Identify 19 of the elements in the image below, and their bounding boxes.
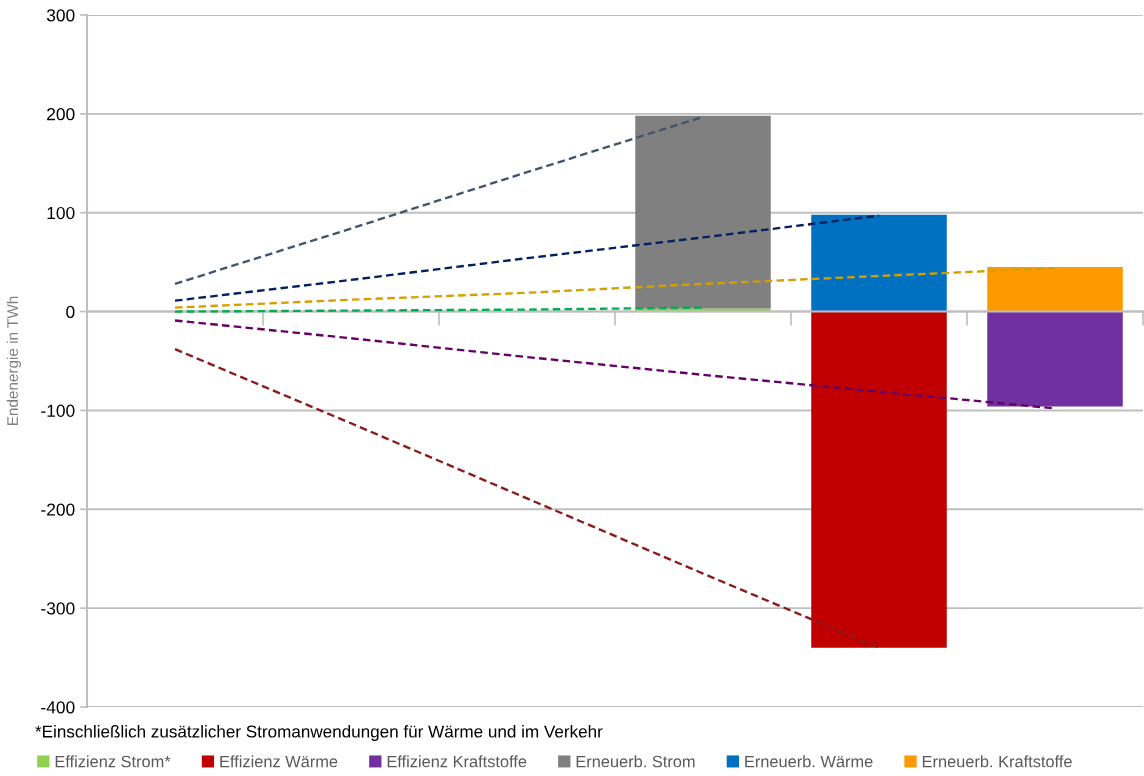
y-tick-label: 300 — [46, 9, 75, 22]
line-series — [173, 214, 881, 302]
legend-label: Effizienz Wärme — [220, 755, 338, 768]
y-tick-label: -100 — [41, 404, 75, 417]
y-tick-label: -200 — [41, 503, 75, 516]
legend-label: Erneuerb. Strom — [576, 755, 695, 768]
y-tick-label: 200 — [47, 108, 75, 121]
legend-label: Erneuerb. Wärme — [745, 755, 873, 768]
legend-label: Effizienz Kraftstoffe — [387, 755, 527, 768]
y-tick-label: -400 — [41, 701, 75, 714]
y-tick-label: -300 — [41, 602, 75, 615]
text: *Einschließlich zusätzlicher Stromanwendungen für Wärme und im Verkehr — [35, 725, 603, 741]
y-tick-label: 100 — [47, 206, 75, 220]
y-axis-title: Endenergie in TWh — [6, 296, 22, 425]
y-tick-label: 0 — [66, 305, 75, 319]
line-series — [173, 266, 1057, 309]
legend-label: Effizienz Strom* — [55, 755, 171, 768]
line-series — [173, 347, 881, 649]
legend-label: Erneuerb. Kraftstoffe — [922, 755, 1072, 768]
